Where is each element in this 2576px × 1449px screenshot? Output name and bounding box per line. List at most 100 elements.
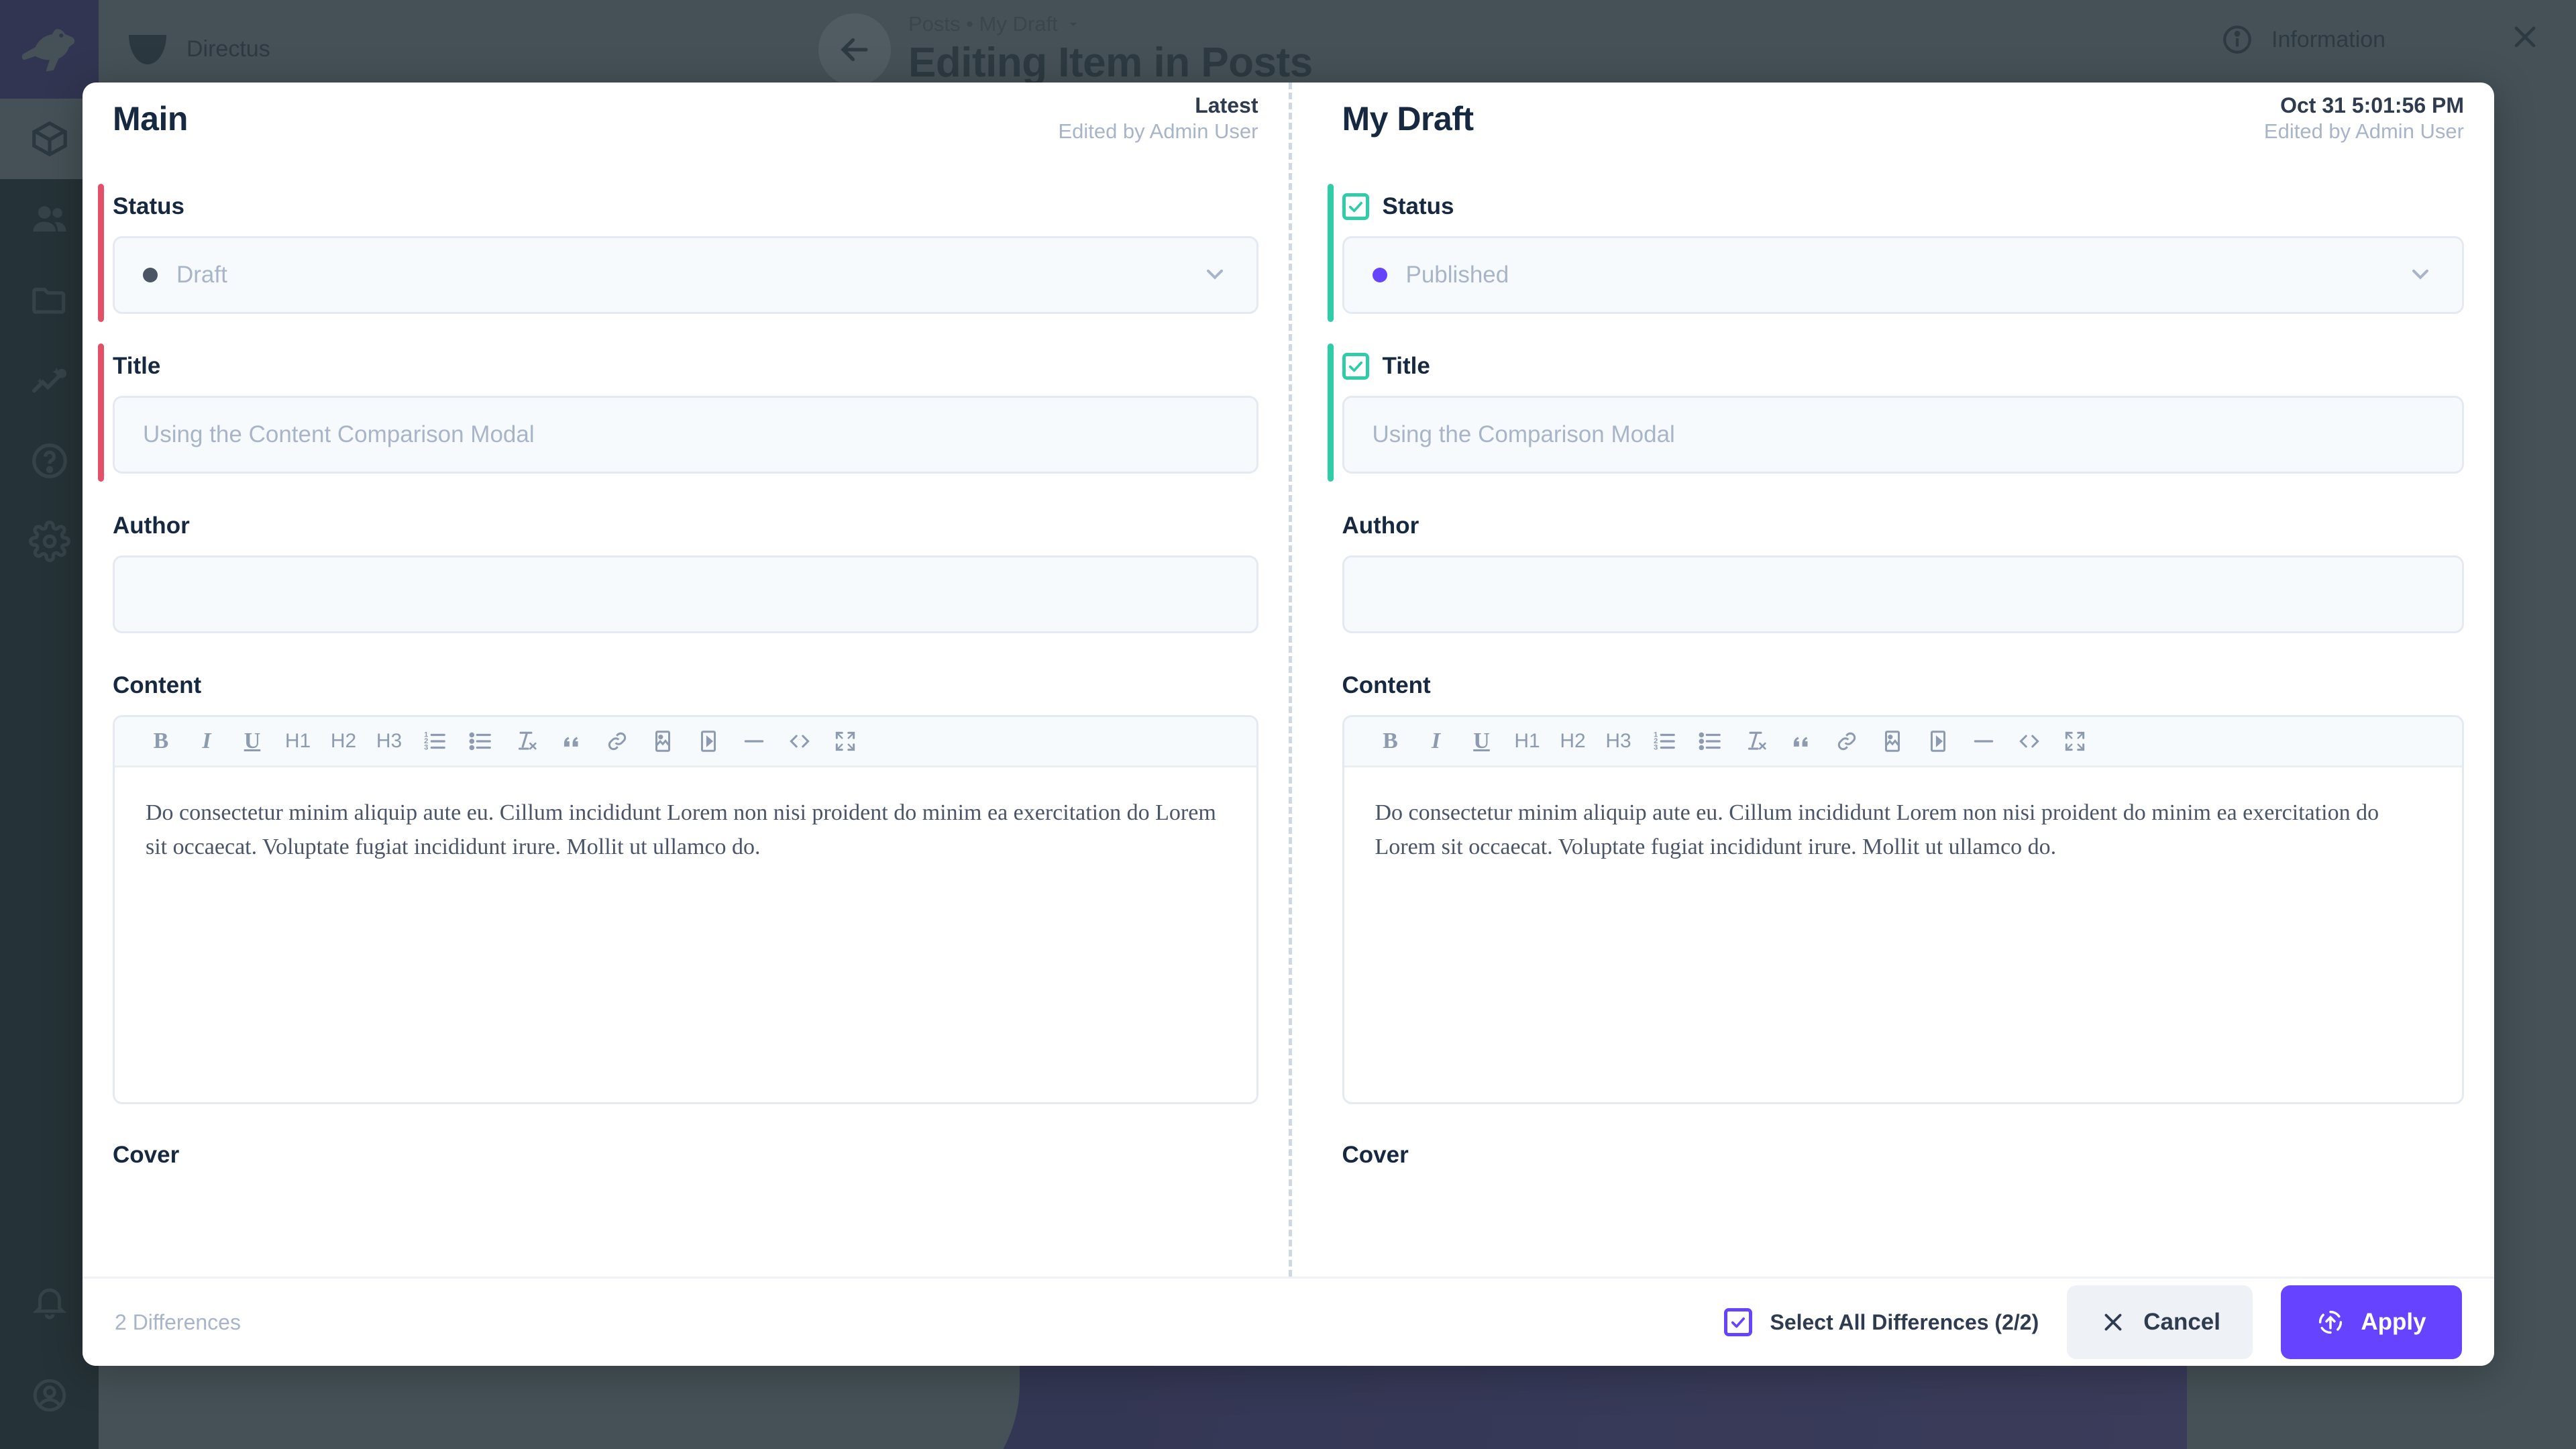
left-status-label: Status	[113, 193, 184, 219]
right-pane-header: My Draft Oct 31 5:01:56 PM Edited by Adm…	[1289, 83, 2495, 154]
code-icon[interactable]	[2008, 720, 2050, 762]
bold-icon[interactable]: B	[1383, 729, 1398, 753]
account-icon	[33, 1379, 66, 1412]
close-information-button[interactable]	[2508, 19, 2542, 60]
right-status-value: Published	[1405, 262, 1509, 288]
image-icon[interactable]	[642, 720, 684, 762]
rabbit-logo-icon	[21, 28, 74, 72]
notifications-button[interactable]	[0, 1261, 99, 1342]
right-pane-edited-by: Edited by Admin User	[2263, 119, 2464, 144]
right-pane-scroll[interactable]: Status Published	[1289, 154, 2495, 1277]
status-dot-icon	[1372, 268, 1387, 282]
left-content-body[interactable]: Do consectetur minim aliquip aute eu. Ci…	[146, 800, 1216, 859]
heading-1-icon[interactable]: H1	[284, 730, 311, 752]
info-icon	[2223, 25, 2251, 54]
left-pane-scroll[interactable]: Status Draft Title	[83, 154, 1289, 1277]
blockquote-icon[interactable]	[1780, 720, 1822, 762]
fullscreen-icon[interactable]	[824, 720, 866, 762]
italic-icon[interactable]: I	[202, 729, 211, 753]
cancel-button[interactable]: Cancel	[2067, 1285, 2253, 1359]
heading-2-icon[interactable]: H2	[1560, 730, 1586, 752]
heading-3-icon[interactable]: H3	[1605, 730, 1631, 752]
svg-text:3: 3	[1654, 744, 1658, 752]
horizontal-rule-icon[interactable]	[1963, 720, 2004, 762]
right-title-input[interactable]: Using the Comparison Modal	[1342, 396, 2464, 474]
information-header: Information	[2187, 0, 2576, 79]
bullet-list-icon[interactable]	[460, 720, 501, 762]
bullet-list-icon[interactable]	[1689, 720, 1731, 762]
right-author-input[interactable]	[1342, 555, 2464, 633]
module-users[interactable]	[0, 179, 99, 260]
apply-button[interactable]: Apply	[2281, 1285, 2462, 1359]
italic-icon[interactable]: I	[1431, 729, 1441, 753]
clear-formatting-icon[interactable]	[1735, 720, 1776, 762]
underline-icon[interactable]: U	[244, 729, 261, 753]
underline-icon[interactable]: U	[1473, 729, 1490, 753]
status-diff-checkbox[interactable]	[1342, 193, 1369, 220]
back-button[interactable]	[818, 13, 891, 86]
bold-icon[interactable]: B	[153, 729, 169, 753]
code-icon[interactable]	[779, 720, 820, 762]
left-status-select[interactable]: Draft	[113, 236, 1258, 314]
module-bar	[0, 0, 99, 1449]
select-all-checkbox[interactable]	[1724, 1308, 1753, 1336]
left-cover-label: Cover	[113, 1142, 180, 1168]
check-icon	[1348, 361, 1362, 372]
right-field-author: Author	[1342, 511, 2464, 633]
left-pane-title: Main	[113, 99, 188, 138]
svg-text:1: 1	[1654, 731, 1658, 739]
cube-icon	[32, 121, 67, 157]
account-button[interactable]	[0, 1342, 99, 1449]
project-header[interactable]: Directus	[99, 0, 778, 99]
close-icon	[2514, 26, 2536, 47]
horizontal-rule-icon[interactable]	[733, 720, 775, 762]
module-insights[interactable]	[0, 340, 99, 421]
image-icon[interactable]	[1872, 720, 1913, 762]
left-field-status: Status Draft	[98, 184, 1258, 322]
module-settings[interactable]	[0, 501, 99, 582]
video-icon[interactable]	[688, 720, 729, 762]
left-title-input[interactable]: Using the Content Comparison Modal	[113, 396, 1258, 474]
diff-marker	[98, 184, 104, 322]
project-name: Directus	[186, 36, 270, 62]
blockquote-icon[interactable]	[551, 720, 592, 762]
heading-3-icon[interactable]: H3	[376, 730, 402, 752]
comparison-body: Main Latest Edited by Admin User Status …	[83, 83, 2494, 1277]
left-author-input[interactable]	[113, 555, 1258, 633]
module-content[interactable]	[0, 99, 99, 179]
breadcrumb[interactable]: Posts • My Draft	[908, 12, 1313, 36]
right-content-label: Content	[1342, 672, 1431, 698]
apply-label: Apply	[2361, 1309, 2426, 1335]
right-status-select[interactable]: Published	[1342, 236, 2464, 314]
clear-formatting-icon[interactable]	[505, 720, 547, 762]
left-pane: Main Latest Edited by Admin User Status …	[83, 83, 1289, 1277]
title-diff-checkbox[interactable]	[1342, 353, 1369, 380]
heading-2-icon[interactable]: H2	[330, 730, 357, 752]
fullscreen-icon[interactable]	[2054, 720, 2096, 762]
svg-text:2: 2	[1654, 737, 1658, 745]
pane-divider	[1288, 83, 1292, 1277]
right-content-body[interactable]: Do consectetur minim aliquip aute eu. Ci…	[1375, 800, 2379, 859]
right-title-value: Using the Comparison Modal	[1372, 421, 1675, 447]
settings-icon	[28, 521, 70, 562]
left-title-value: Using the Content Comparison Modal	[143, 421, 535, 447]
heading-1-icon[interactable]: H1	[1514, 730, 1540, 752]
link-icon[interactable]	[1826, 720, 1868, 762]
link-icon[interactable]	[596, 720, 638, 762]
information-title: Information	[2271, 26, 2386, 52]
directus-logo[interactable]	[0, 0, 99, 99]
module-files[interactable]	[0, 260, 99, 340]
users-icon	[32, 206, 66, 232]
select-all-differences[interactable]: Select All Differences (2/2)	[1724, 1308, 2039, 1336]
video-icon[interactable]	[1917, 720, 1959, 762]
left-field-title: Title Using the Content Comparison Modal	[98, 343, 1258, 482]
left-pane-header: Main Latest Edited by Admin User	[83, 83, 1289, 154]
status-dot-icon	[143, 268, 158, 282]
module-help[interactable]	[0, 421, 99, 501]
